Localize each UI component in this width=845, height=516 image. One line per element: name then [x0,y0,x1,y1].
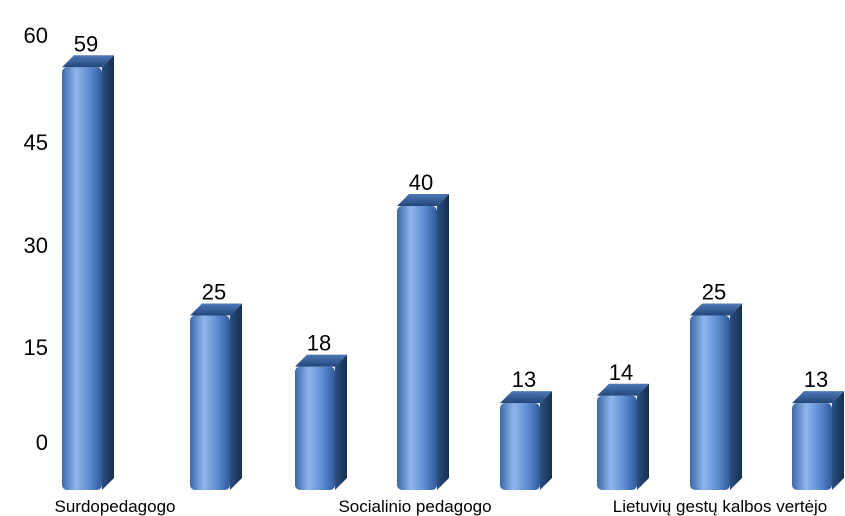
data-label: 40 [409,170,433,195]
y-axis: 0 15 30 45 60 [24,23,48,455]
y-tick-label: 15 [24,335,48,360]
bar-front [792,403,832,490]
bar-front [690,315,730,490]
bar-side [730,303,742,490]
y-tick-label: 45 [24,130,48,155]
bar [62,55,114,491]
data-labels: 59 25 18 40 13 14 25 13 [74,31,828,392]
bars [62,55,844,491]
y-tick-label: 60 [24,23,48,48]
bar-front [397,206,437,490]
bar [295,354,347,490]
data-label: 13 [804,367,828,392]
bar-side [437,194,449,490]
data-label: 25 [202,280,226,305]
category-label: Lietuvių gestų kalbos vertėjo [613,497,828,516]
bar-top [500,391,552,404]
data-label: 25 [702,280,726,305]
bar [792,391,844,490]
bar-side [335,354,347,490]
bar-front [295,366,335,490]
category-labels: Surdopedagogo Socialinio pedagogo Lietuvių… [54,497,827,516]
category-label: Socialinio pedagogo [338,497,491,516]
bar-top [690,303,742,316]
bar-top [62,55,114,68]
bar-top [597,383,649,396]
bar-side [832,391,844,490]
bar [690,303,742,490]
category-label: Surdopedagogo [54,497,175,516]
bar-front [62,67,102,491]
bar [500,391,552,490]
bar [597,383,649,490]
bar-side [540,391,552,490]
bar-front [597,395,637,490]
bar-front [190,315,230,490]
bar-side [102,55,114,491]
bar-top [190,303,242,316]
y-tick-label: 30 [24,233,48,258]
bar-top [295,354,347,367]
bar [397,194,449,490]
y-tick-label: 0 [36,430,48,455]
data-label: 59 [74,31,98,56]
bar-side [637,383,649,490]
bar-top [397,194,449,206]
bar-top [792,391,844,404]
data-label: 13 [512,367,536,392]
data-label: 14 [609,360,633,385]
bar-side [230,303,242,490]
bar [190,303,242,490]
bar-front [500,403,540,490]
data-label: 18 [307,331,331,356]
